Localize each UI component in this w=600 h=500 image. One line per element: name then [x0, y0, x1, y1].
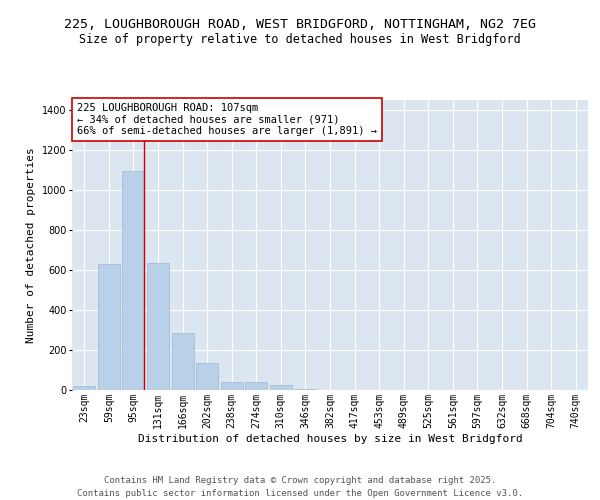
Text: Contains HM Land Registry data © Crown copyright and database right 2025.
Contai: Contains HM Land Registry data © Crown c… — [77, 476, 523, 498]
Bar — [221, 382, 243, 390]
X-axis label: Distribution of detached houses by size in West Bridgford: Distribution of detached houses by size … — [137, 434, 523, 444]
Text: 225, LOUGHBOROUGH ROAD, WEST BRIDGFORD, NOTTINGHAM, NG2 7EG: 225, LOUGHBOROUGH ROAD, WEST BRIDGFORD, … — [64, 18, 536, 30]
Bar — [73, 386, 95, 390]
Text: Size of property relative to detached houses in West Bridgford: Size of property relative to detached ho… — [79, 32, 521, 46]
Bar — [122, 171, 145, 390]
Text: 225 LOUGHBOROUGH ROAD: 107sqm
← 34% of detached houses are smaller (971)
66% of : 225 LOUGHBOROUGH ROAD: 107sqm ← 34% of d… — [77, 103, 377, 136]
Bar — [196, 363, 218, 390]
Bar — [295, 389, 316, 390]
Bar — [270, 385, 292, 390]
Bar — [245, 382, 268, 390]
Bar — [147, 263, 169, 390]
Bar — [172, 333, 194, 390]
Bar — [98, 264, 120, 390]
Y-axis label: Number of detached properties: Number of detached properties — [26, 147, 36, 343]
